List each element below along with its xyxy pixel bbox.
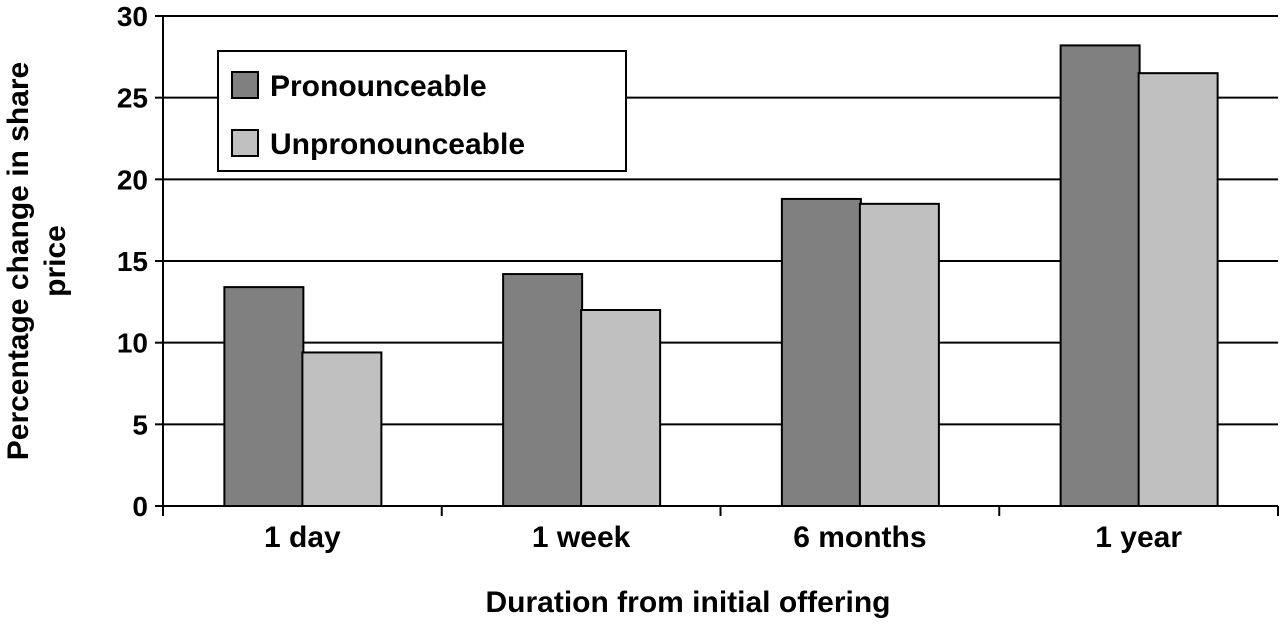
legend-label: Pronounceable: [270, 70, 487, 103]
y-tick-label: 25: [117, 83, 148, 114]
bar-pronounceable-1-day: [223, 286, 305, 507]
x-axis-label: Duration from initial offering: [486, 586, 891, 619]
axes: 0 5 10 15 20 25 30 1 day 1 week 6 months 1 year: [117, 1, 1279, 554]
x-tick-label: 1 week: [532, 521, 631, 554]
y-tick-label: 20: [117, 164, 148, 195]
bar-unpronounceable-1-year: [1137, 72, 1219, 508]
x-tick-label: 1 day: [264, 521, 341, 554]
y-tick-label: 15: [117, 246, 148, 277]
y-tick-label: 10: [117, 328, 148, 359]
y-tick-label: 5: [132, 409, 148, 440]
bar-pronounceable-6-months: [780, 197, 862, 508]
bar-unpronounceable-6-months: [858, 202, 940, 507]
y-tick-label: 0: [132, 491, 148, 522]
legend-swatch: [231, 71, 259, 99]
legend-box: [217, 50, 627, 172]
bar-unpronounceable-1-day: [301, 351, 383, 508]
bar-pronounceable-1-year: [1059, 44, 1141, 508]
legend-swatch: [231, 129, 259, 157]
legend-label: Unpronounceable: [270, 128, 525, 161]
bar-pronounceable-1-week: [502, 273, 584, 508]
bar-unpronounceable-1-week: [580, 309, 662, 507]
bars: [223, 44, 1219, 508]
legend: Pronounceable Unpronounceable: [217, 50, 627, 172]
x-tick-label: 6 months: [793, 521, 926, 554]
x-tick-label: 1 year: [1095, 521, 1182, 554]
y-tick-label: 30: [117, 1, 148, 32]
y-axis-label: Percentage change in share price: [2, 62, 72, 461]
